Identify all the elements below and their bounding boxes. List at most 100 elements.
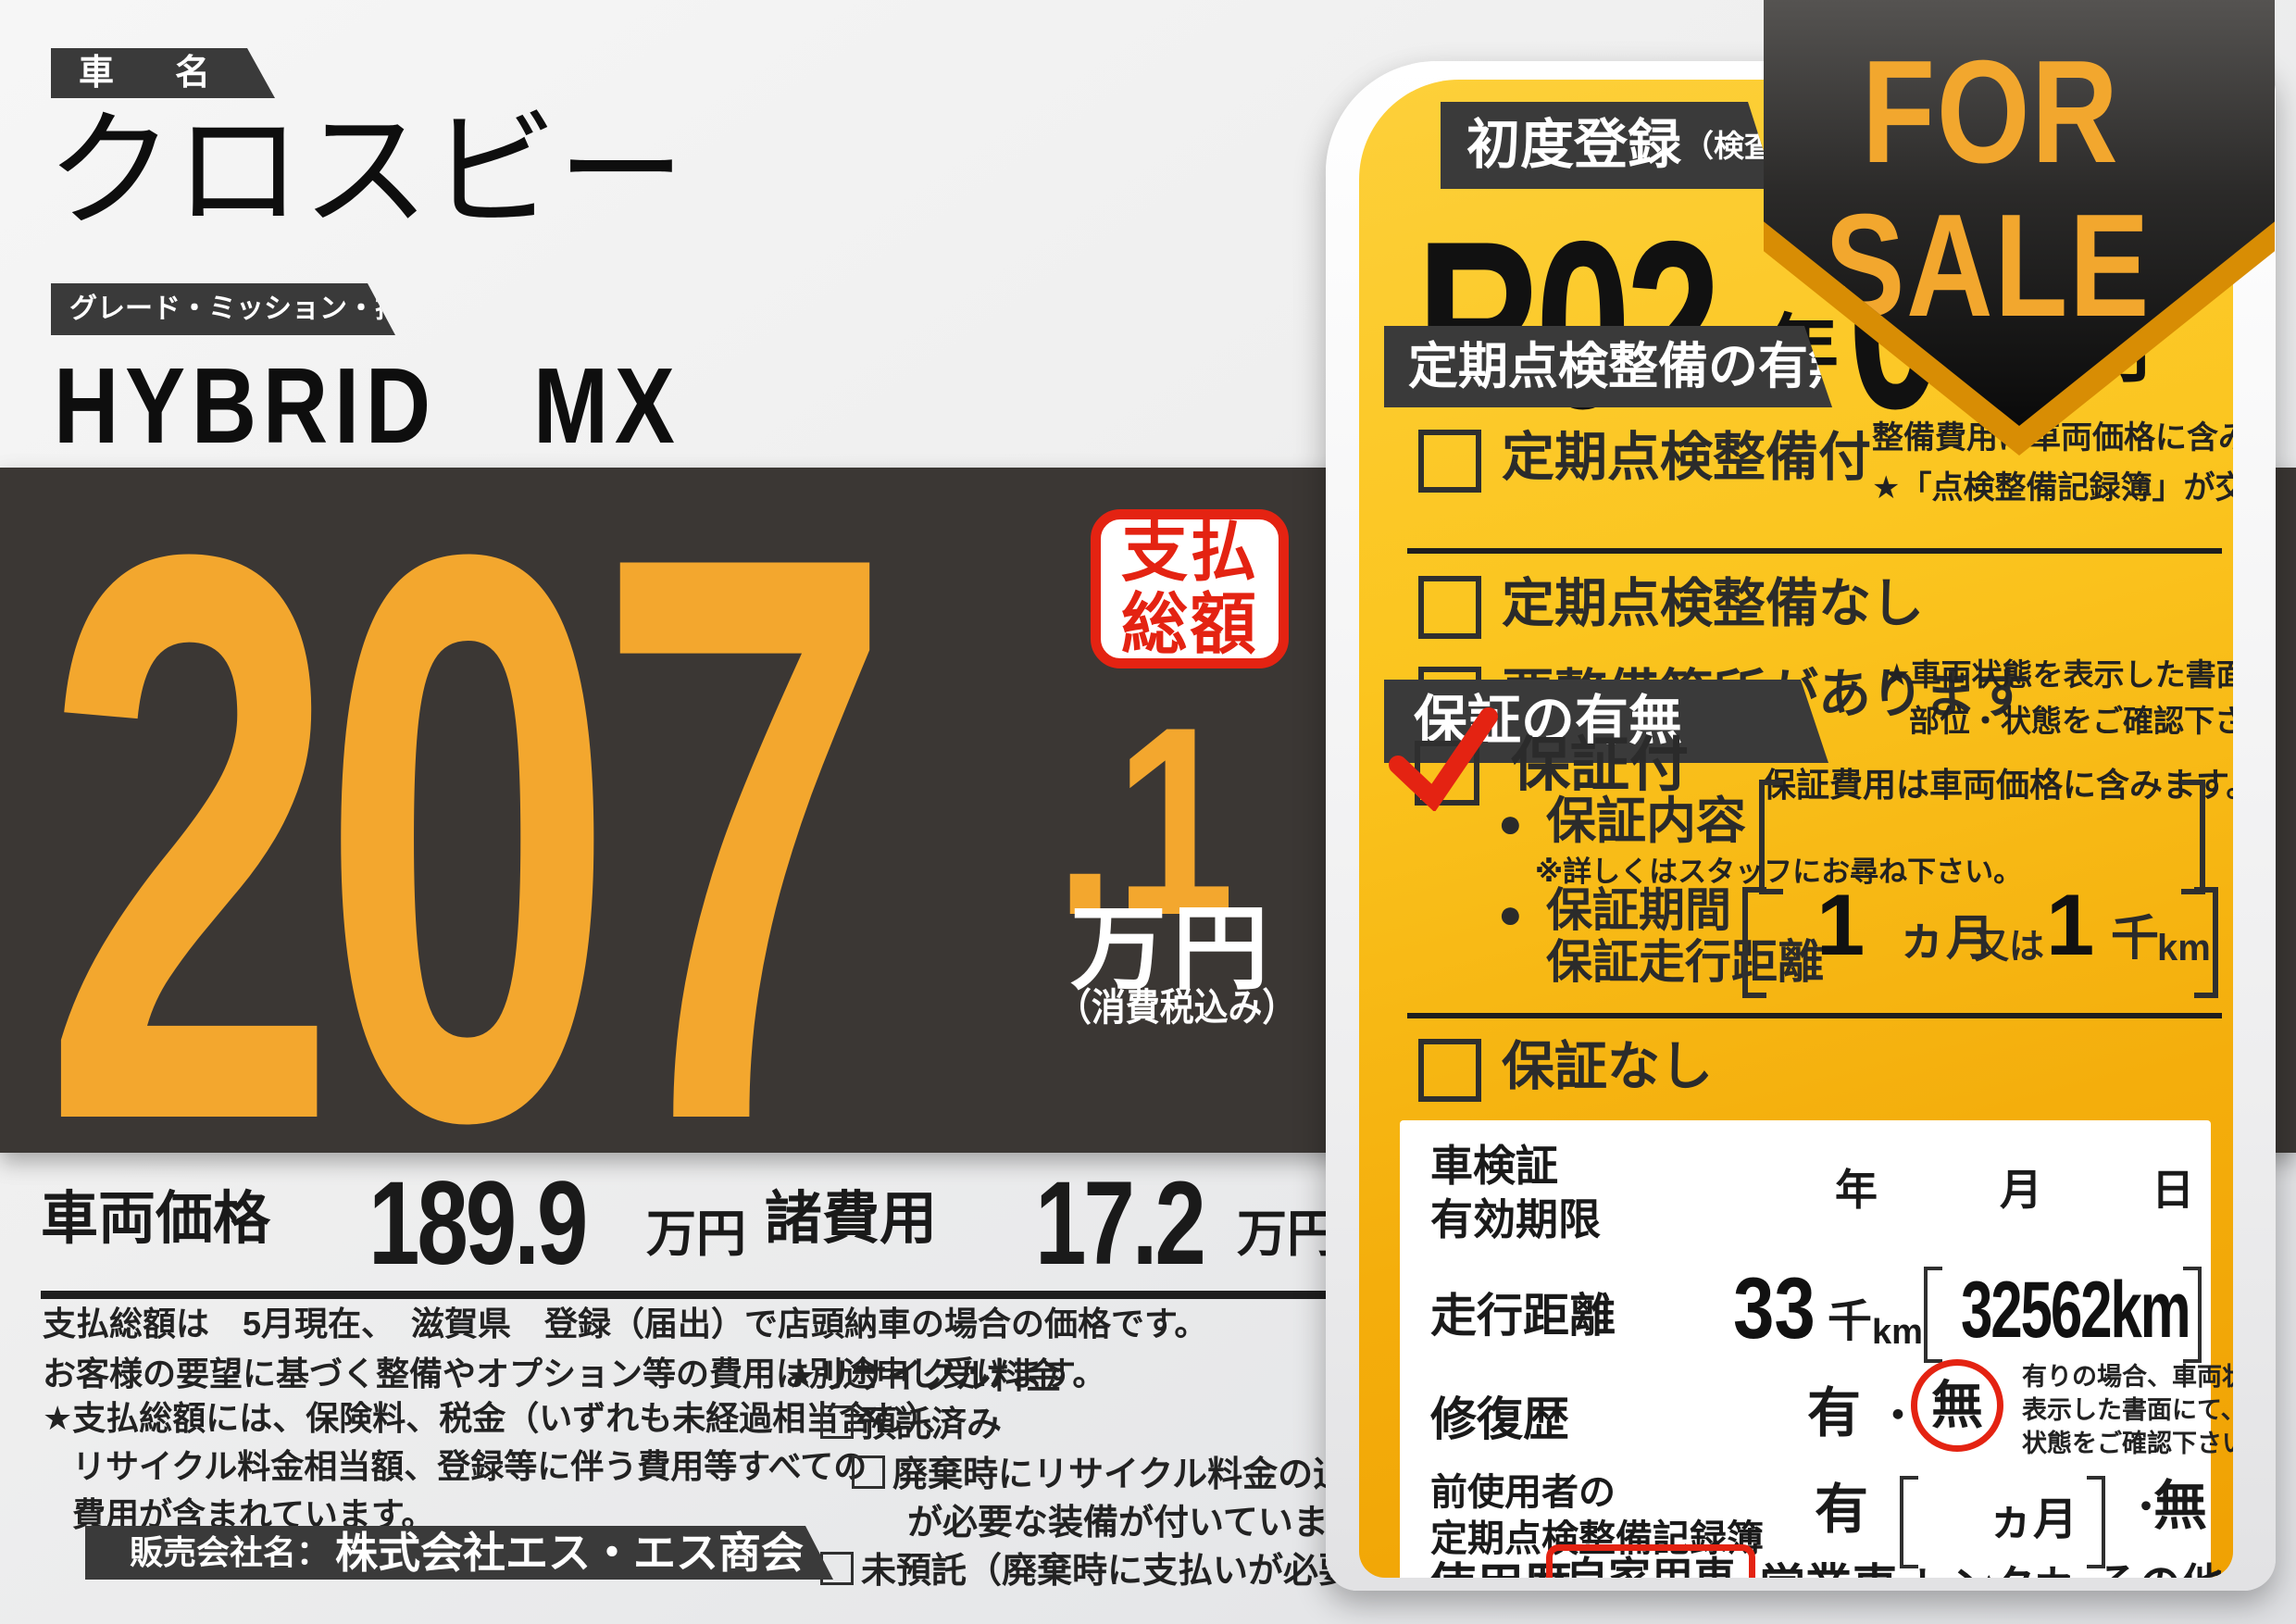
mileage-value: 33 bbox=[1733, 1265, 1830, 1352]
maintenance-with-note2: ★「点検整備記録簿」が交付されます。 bbox=[1872, 470, 2233, 506]
vehicle-detail-box: 車検証 有効期限 年 月 日 走行距離 33 千 km 32562km 修復歴 … bbox=[1400, 1120, 2233, 1578]
vehicle-price-unit: 万円 bbox=[646, 1206, 746, 1262]
dealer-badge: 販売会社名： 株式会社エス・エス商会 bbox=[85, 1526, 833, 1580]
car-name-badge-label: 車 名 bbox=[79, 54, 224, 93]
warranty-with-label: 保証付 bbox=[1511, 731, 1689, 798]
inspection-year-unit: 年 bbox=[1835, 1166, 1878, 1214]
inspection-day-unit: 日 bbox=[2152, 1166, 2194, 1214]
recycle-extra-checkbox[interactable] bbox=[852, 1455, 885, 1489]
payment-total-badge: 支払 総額 bbox=[1091, 509, 1289, 668]
fees-value-text: 17.2 bbox=[1035, 1157, 1206, 1290]
car-name-badge: 車 名 bbox=[51, 48, 275, 98]
warranty-km-unit-b: km bbox=[2157, 928, 2211, 968]
warranty-km-unit-a: 千 bbox=[2111, 912, 2160, 966]
recycle-extra-label-line2: が必要な装備が付いています。 bbox=[907, 1504, 1396, 1543]
total-price-decimal-text: .1 bbox=[1055, 671, 1235, 971]
red-check-icon bbox=[1389, 707, 1498, 811]
grade-value-text: HYBRID MX bbox=[54, 345, 681, 466]
total-price-integer-text: 207 bbox=[43, 388, 892, 1288]
usage-commercial-label: 営業車 bbox=[1759, 1563, 1898, 1578]
total-price-decimal: .1 bbox=[1055, 687, 1279, 956]
repair-history-note3: 状態をご確認下さい。 bbox=[2022, 1430, 2233, 1457]
warranty-section-title: 保証の有無 bbox=[1414, 691, 1683, 751]
dealer-label: 販売会社名： bbox=[130, 1533, 331, 1571]
tax-included-note-text: （消費税込み） bbox=[1057, 986, 1297, 1029]
record-book-no: 無 bbox=[2153, 1476, 2208, 1536]
inspection-month-unit: 月 bbox=[2000, 1166, 2042, 1214]
dealer-name: 株式会社エス・エス商会 bbox=[335, 1529, 805, 1577]
usage-private-label: 自家用車 bbox=[1566, 1554, 1736, 1578]
repair-history-yes: 有 bbox=[1807, 1383, 1862, 1443]
warranty-content-note: ※詳しくはスタッフにお尋ね下さい。 bbox=[1535, 856, 2023, 888]
odometer-value-text: 32562km bbox=[1961, 1266, 2191, 1355]
warranty-km-value: 1 bbox=[2046, 876, 2095, 973]
record-book-label-line2: 定期点検整備記録簿 bbox=[1430, 1518, 1764, 1559]
repair-history-no-circle: 無 bbox=[1911, 1359, 2003, 1452]
total-price-integer: 207 bbox=[43, 435, 1304, 1241]
warranty-period-label: 保証期間 bbox=[1546, 884, 1731, 936]
grade-value: HYBRID MX bbox=[54, 352, 801, 459]
warranty-section-badge: 保証の有無 bbox=[1384, 680, 1828, 763]
usage-other-label: その他 bbox=[2096, 1563, 2224, 1578]
repair-history-label: 修復歴 bbox=[1430, 1393, 1569, 1445]
warranty-without-checkbox[interactable] bbox=[1418, 1039, 1481, 1102]
needs-maintenance-note2: 部位・状態をご確認下さい。 bbox=[1909, 704, 2233, 738]
fees-unit: 万円 bbox=[1237, 1206, 1337, 1262]
for-sale-line1: FOR bbox=[1862, 39, 2177, 185]
record-book-bracket-close bbox=[2087, 1476, 2105, 1568]
vehicle-price-value: 189.9 bbox=[368, 1165, 646, 1283]
fineprint-star-line1: ★支払総額には、保険料、税金（いずれも未経過相当含む）、 bbox=[43, 1399, 956, 1437]
maintenance-section-title: 定期点検整備の有無 bbox=[1408, 339, 1858, 394]
warranty-without-label: 保証なし bbox=[1502, 1037, 1713, 1096]
grade-badge: グレード・ミッション・排気量cc bbox=[51, 283, 395, 335]
recycle-fee-title: ★リサイクル料金 bbox=[785, 1357, 1062, 1396]
mileage-label: 走行距離 bbox=[1430, 1290, 1616, 1342]
odometer-bracket-open bbox=[1924, 1267, 1942, 1363]
warranty-period-bracket-open bbox=[1742, 887, 1766, 998]
first-registration-badge: 初度登録 （検査） bbox=[1441, 102, 1776, 189]
warranty-months-unit: ヵ月 bbox=[1898, 912, 1995, 966]
mileage-unit-b: km bbox=[1872, 1313, 1923, 1352]
maintenance-with-checkbox[interactable] bbox=[1418, 430, 1481, 493]
total-price-unit: 万円 bbox=[1070, 903, 1268, 995]
fees-value: 17.2 bbox=[1035, 1165, 1251, 1283]
recycle-deposited-label: 預託済み bbox=[861, 1405, 1003, 1444]
usage-history-label: 使用歴 bbox=[1428, 1563, 1572, 1578]
grade-badge-label: グレード・ミッション・排気量cc bbox=[69, 294, 490, 324]
odometer-value: 32562km bbox=[1961, 1270, 2233, 1350]
warranty-content-bullet: ● bbox=[1498, 801, 1523, 846]
mileage-value-text: 33 bbox=[1733, 1259, 1816, 1356]
recycle-deposited-checkbox[interactable] bbox=[820, 1405, 854, 1439]
warranty-period-bracket-close bbox=[2194, 887, 2218, 998]
warranty-divider bbox=[1407, 1013, 2222, 1018]
repair-history-note1: 有りの場合、車両状態を bbox=[2022, 1363, 2233, 1391]
maintenance-section-badge: 定期点検整備の有無 bbox=[1384, 326, 1832, 407]
record-book-yes: 有 bbox=[1815, 1480, 1869, 1540]
warranty-content-label: 保証内容 bbox=[1546, 793, 1746, 849]
car-name: クロスビー bbox=[46, 100, 686, 243]
repair-history-no: 無 bbox=[1931, 1376, 1983, 1434]
maintenance-divider bbox=[1407, 548, 2222, 554]
inspection-label-line1: 車検証 bbox=[1430, 1142, 1558, 1190]
warranty-content-bracket-open bbox=[1759, 780, 1783, 894]
info-card: 初度登録 （検査） R02 年 03 月 定期点検整備の有無 定期点検整備付 整… bbox=[1359, 80, 2233, 1578]
needs-maintenance-note1: ★車両状態を表示した書面にて、 bbox=[1883, 657, 2233, 692]
fineprint-star-line3: 費用が含まれています。 bbox=[72, 1495, 435, 1533]
maintenance-without-label: 定期点検整備なし bbox=[1502, 574, 1924, 633]
record-book-dot: ・ bbox=[2128, 1487, 2165, 1528]
maintenance-with-label: 定期点検整備付 bbox=[1502, 428, 1871, 487]
recycle-extra-label-line1: 廃棄時にリサイクル料金の追加 bbox=[892, 1455, 1384, 1494]
maintenance-without-checkbox[interactable] bbox=[1418, 576, 1481, 639]
record-book-bracket-open bbox=[1900, 1476, 1918, 1568]
fineprint-line2: お客様の要望に基づく整備やオプション等の費用は別途申し受けます。 bbox=[43, 1355, 1106, 1393]
price-divider bbox=[41, 1291, 1333, 1299]
registration-year-text: R02 bbox=[1416, 191, 1721, 458]
vehicle-price-value-text: 189.9 bbox=[368, 1157, 588, 1290]
vehicle-price-label: 車両価格 bbox=[41, 1187, 271, 1251]
payment-total-badge-line1: 支払 bbox=[1120, 516, 1258, 590]
payment-total-badge-line2: 総額 bbox=[1120, 588, 1258, 662]
first-registration-label: 初度登録 bbox=[1466, 115, 1682, 175]
warranty-or: 又は bbox=[1974, 928, 2045, 967]
odometer-bracket-close bbox=[2183, 1267, 2202, 1363]
